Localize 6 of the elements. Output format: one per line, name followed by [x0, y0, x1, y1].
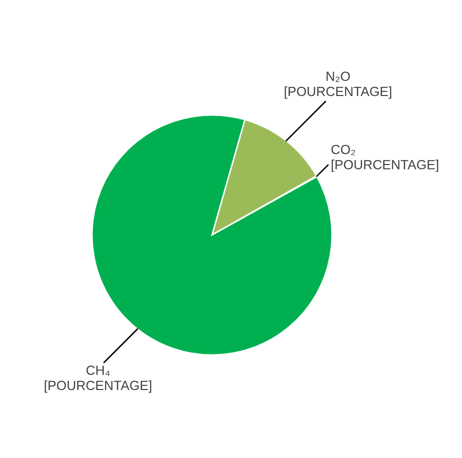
slice-label: N₂O	[326, 72, 350, 82]
slice-label: CO₂	[331, 144, 356, 156]
data-label: [POURCENTAGE]	[44, 380, 152, 393]
slice-label: CH₄	[86, 366, 110, 376]
data-label: [POURCENTAGE]	[332, 160, 438, 172]
data-label: [POURCENTAGE]	[284, 86, 392, 99]
